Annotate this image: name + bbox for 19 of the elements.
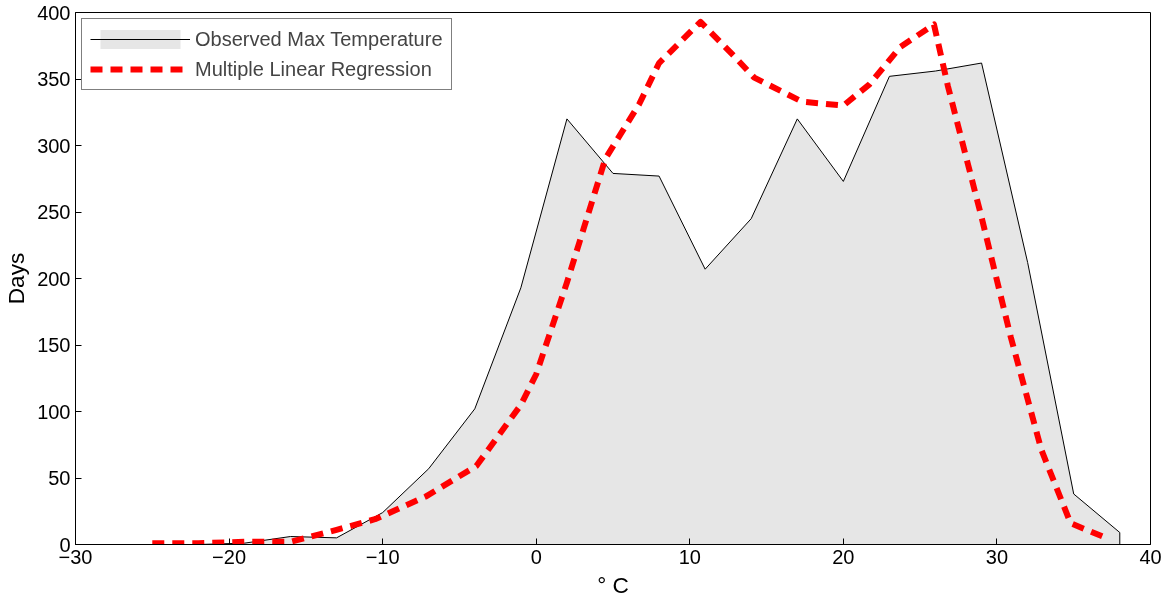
x-tick-label: 20	[832, 545, 855, 568]
y-tick-label: 250	[37, 201, 71, 223]
y-tick-label: 400	[37, 1, 71, 24]
x-tick-label: −20	[212, 545, 247, 568]
y-tick-label: 50	[48, 467, 71, 489]
x-tick-label: −10	[365, 545, 400, 568]
y-tick-label: 350	[37, 68, 71, 90]
x-axis-title: ° C	[597, 571, 629, 598]
y-tick-label: 300	[37, 134, 71, 157]
x-tick-label: 40	[1139, 545, 1162, 568]
legend-label: Observed Max Temperature	[195, 27, 443, 51]
y-tick-label: 100	[37, 400, 71, 423]
y-tick-label: 150	[37, 334, 71, 356]
x-tick-label: 0	[530, 545, 542, 568]
legend-label: Multiple Linear Regression	[195, 57, 432, 81]
x-tick-label: 30	[985, 545, 1009, 568]
x-tick-label: 10	[678, 545, 701, 568]
y-tick-label: 200	[37, 267, 71, 290]
y-axis-title: Days	[3, 252, 30, 305]
